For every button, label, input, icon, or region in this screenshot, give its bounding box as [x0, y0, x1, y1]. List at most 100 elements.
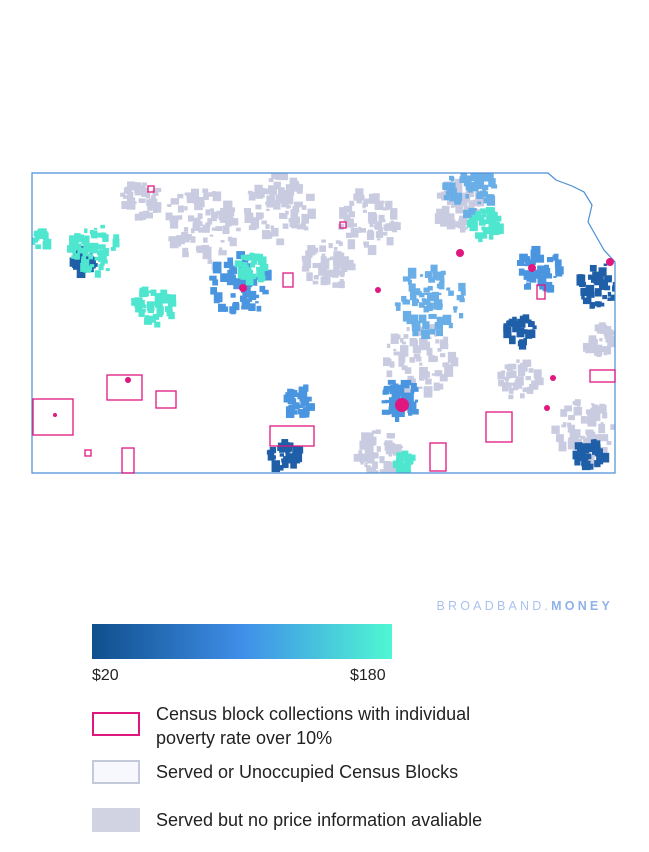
census-block [225, 218, 232, 227]
census-block [446, 219, 456, 230]
census-block [526, 361, 532, 366]
census-block [361, 432, 369, 441]
census-block [202, 188, 209, 193]
census-block [465, 194, 469, 199]
census-block [186, 193, 194, 199]
census-block [370, 472, 378, 473]
census-block [394, 302, 401, 307]
census-block [461, 198, 467, 204]
census-block [458, 312, 464, 319]
census-block [286, 205, 292, 208]
census-block [412, 408, 419, 415]
coverage [32, 173, 615, 473]
census-block [277, 445, 282, 451]
census-block [369, 436, 377, 446]
census-block [333, 246, 338, 251]
census-block [243, 273, 249, 278]
census-block [427, 285, 433, 291]
census-block [301, 266, 310, 272]
census-block [588, 335, 597, 342]
legend-swatch [92, 712, 140, 736]
census-block [374, 200, 384, 210]
census-block [404, 367, 412, 374]
census-block [355, 229, 362, 233]
census-block [212, 191, 222, 202]
census-block [292, 205, 300, 213]
census-block [494, 226, 499, 232]
census-block [193, 217, 201, 225]
census-block [497, 371, 505, 380]
census-block [480, 190, 486, 195]
census-block [539, 280, 543, 284]
census-block [469, 181, 479, 190]
census-block [285, 452, 289, 457]
census-block [239, 295, 248, 302]
census-block [121, 201, 128, 210]
census-block [388, 401, 398, 412]
census-block [581, 274, 586, 279]
census-block [94, 270, 101, 278]
census-block [218, 250, 227, 256]
census-block [408, 378, 416, 385]
census-block [351, 201, 355, 206]
census-block [511, 382, 515, 386]
census-block [530, 254, 540, 261]
census-block [590, 292, 595, 296]
census-block [392, 384, 401, 397]
census-block [593, 440, 601, 448]
poverty-area [536, 284, 546, 300]
census-block [610, 294, 615, 301]
census-block [277, 187, 285, 196]
census-block [69, 235, 77, 246]
census-block [471, 214, 478, 223]
census-block [602, 346, 610, 352]
census-block [160, 289, 168, 295]
census-block [413, 353, 421, 359]
census-block [387, 379, 396, 385]
census-block [248, 273, 257, 280]
census-block [555, 266, 564, 275]
census-block [251, 259, 257, 264]
census-block [491, 184, 498, 189]
census-block [154, 303, 158, 306]
poverty-area [485, 411, 513, 443]
census-block [574, 442, 583, 450]
census-block [279, 453, 285, 457]
census-block [391, 208, 398, 216]
census-block [393, 348, 397, 352]
census-block [303, 384, 309, 392]
census-block [477, 201, 482, 205]
census-block [598, 423, 606, 434]
census-block [580, 416, 587, 424]
census-block [194, 203, 202, 211]
census-block [368, 193, 377, 204]
scale-max-label: $180 [350, 667, 386, 684]
census-block [573, 429, 581, 438]
census-block [203, 237, 208, 243]
census-block [240, 254, 247, 260]
census-block [297, 392, 305, 400]
census-block [210, 208, 214, 212]
census-block [93, 243, 99, 249]
census-block [358, 450, 363, 455]
census-block [512, 316, 517, 321]
census-block [583, 447, 587, 452]
census-block [291, 217, 300, 229]
census-block [362, 201, 368, 207]
census-block [287, 393, 295, 401]
census-block [414, 399, 419, 403]
census-block [481, 226, 486, 231]
census-block [389, 385, 397, 395]
census-block [197, 213, 203, 220]
census-block [589, 302, 596, 309]
census-block [416, 356, 422, 362]
census-block [152, 319, 157, 323]
census-block [321, 253, 326, 257]
census-block [113, 234, 120, 241]
census-block [74, 253, 80, 260]
census-block [468, 203, 475, 212]
census-block [403, 334, 409, 339]
census-block [602, 294, 608, 300]
census-block [516, 259, 524, 266]
census-block [589, 264, 597, 272]
